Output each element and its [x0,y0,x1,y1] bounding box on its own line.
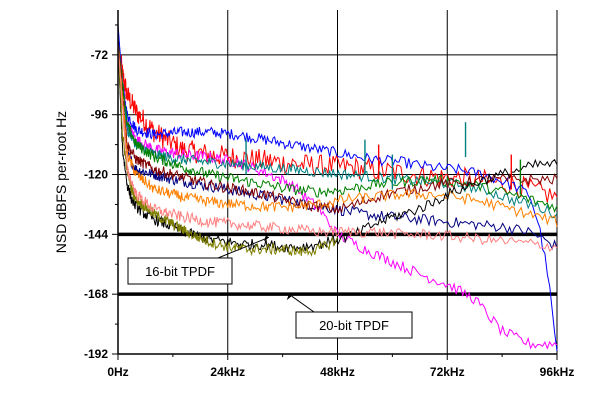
series-line-10 [117,44,558,253]
y-tick-label: -72 [91,48,109,62]
series-line-9 [117,44,558,227]
y-tick-label: -168 [84,287,108,301]
annotation-arrow [291,295,315,313]
axes: 0Hz 24kHz 48kHz 72kHz 96kHz -72 -96 -120 -144 -16… [84,10,574,379]
annotation-arrow [217,236,270,259]
y-tick-label: -120 [84,168,108,182]
y-tick-label: -144 [84,227,108,241]
series-group [117,25,558,352]
arrow-head [286,294,292,301]
y-axis-label: NSD dBFS per-root Hz [53,111,69,253]
annotations: 16-bit TPDF 20-bit TPDF [127,235,413,339]
annotation-box [127,257,233,285]
series-line-4 [117,44,558,251]
x-tick-label: 48kHz [320,365,355,379]
x-tick-label: 0Hz [107,365,128,379]
series-line-12 [117,44,558,252]
y-tick-label: -96 [91,108,109,122]
x-tick-label: 72kHz [430,365,465,379]
annotation-label: 20-bit TPDF [319,318,389,333]
series-line-7 [117,39,558,214]
y-tick-label: -192 [84,347,108,361]
annotation-label: 16-bit TPDF [145,264,215,279]
series-line-8 [117,39,558,214]
series-line-11 [117,44,338,258]
x-tick-label: 96kHz [540,365,575,379]
arrow-head [263,235,269,242]
x-tick-label: 24kHz [210,365,245,379]
series-line-3 [117,25,558,352]
annotation-box [295,311,413,339]
